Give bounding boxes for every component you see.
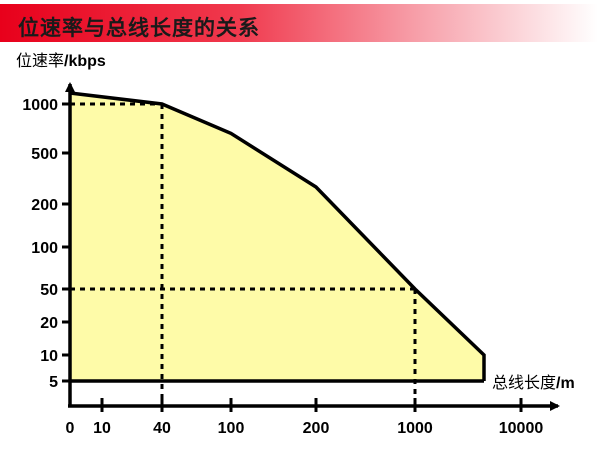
x-axis-label-text: 总线长度 [492,373,556,392]
reference-lines [70,102,417,406]
x-axis-title: 总线长度/m [492,373,575,392]
x-axis-unit: /m [556,375,575,392]
y-tick-label: 1000 [22,97,58,114]
x-tick-label: 0 [66,420,75,437]
x-tick-label: 200 [303,420,330,437]
x-tick-label: 10 [93,420,111,437]
x-tick-label: 1000 [397,420,433,437]
chart-title: 位速率与总线长度的关系 [18,16,260,40]
y-tick-label: 20 [40,315,58,332]
y-axis-title: 位速率/kbps [16,51,106,70]
y-tick-label: 100 [31,240,58,257]
x-tick-label: 40 [153,420,171,437]
y-tick-label: 50 [40,282,58,299]
y-tick-label: 500 [31,146,58,163]
area-fill [70,93,484,381]
y-tick-label: 10 [40,348,58,365]
x-tick-label: 100 [218,420,245,437]
x-tick-label: 10000 [499,420,544,437]
series-line [69,91,486,381]
y-ticks: 1000 500 200 100 50 20 10 5 [22,97,70,391]
title-bar: 位速率与总线长度的关系 [0,4,598,42]
y-tick-label: 5 [49,374,58,391]
x-ticks: 0 10 40 100 200 1000 10000 [66,398,544,437]
y-tick-label: 200 [31,197,58,214]
y-axis-unit: /kbps [64,53,106,70]
y-axis-label-text: 位速率 [16,51,64,70]
